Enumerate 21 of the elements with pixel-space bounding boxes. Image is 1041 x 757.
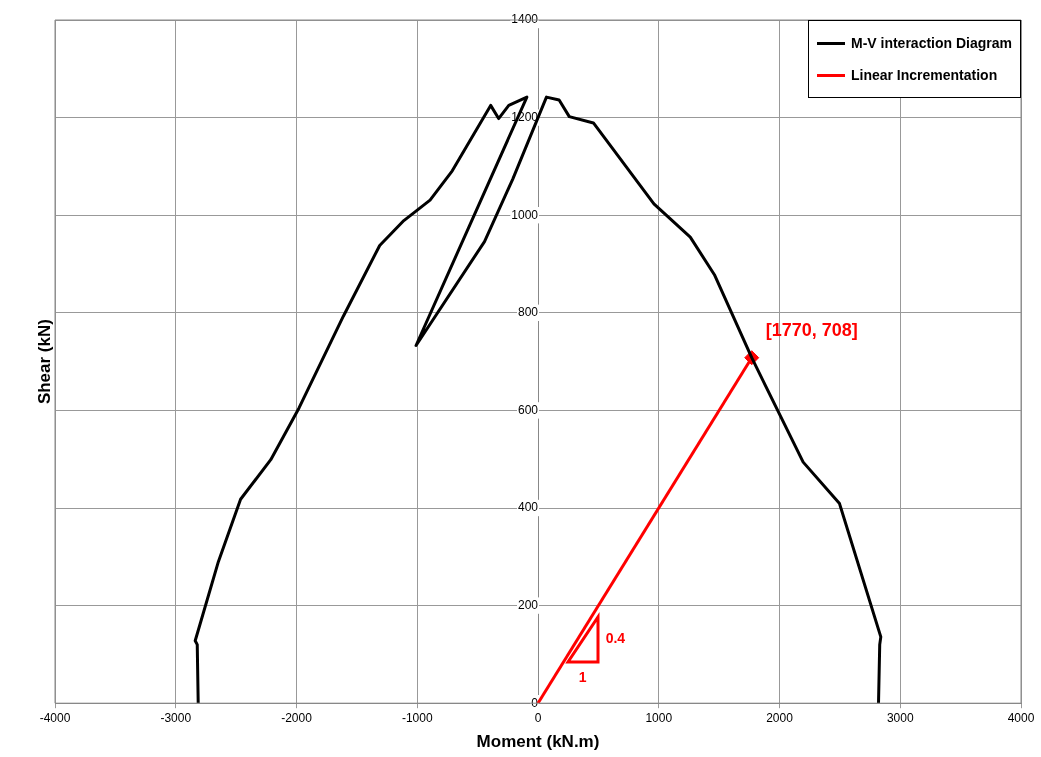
x-tick-label: -1000 bbox=[401, 710, 433, 725]
x-tick-label: 2000 bbox=[766, 710, 794, 725]
legend-label: Linear Incrementation bbox=[850, 67, 998, 83]
y-tick-label: 1000 bbox=[511, 207, 539, 222]
annotation: 1 bbox=[578, 668, 587, 685]
y-tick-label: 200 bbox=[517, 597, 539, 612]
x-tick-label: 3000 bbox=[886, 710, 914, 725]
y-tick-label: 600 bbox=[517, 402, 539, 417]
y-tick-label: 800 bbox=[517, 305, 539, 320]
x-axis-title: Moment (kN.m) bbox=[476, 732, 600, 752]
x-tick-label: 1000 bbox=[645, 710, 673, 725]
y-axis-title: Shear (kN) bbox=[34, 319, 54, 405]
annotation: 0.4 bbox=[605, 630, 626, 647]
y-tick-label: 400 bbox=[517, 500, 539, 515]
y-tick-label: 1400 bbox=[511, 12, 539, 27]
x-tick-label: -4000 bbox=[39, 710, 71, 725]
legend-label: M-V interaction Diagram bbox=[850, 35, 1012, 51]
x-tick-label: 4000 bbox=[1007, 710, 1035, 725]
x-tick-label: -2000 bbox=[281, 710, 313, 725]
annotation: [1770, 708] bbox=[765, 319, 858, 340]
x-tick-label: -3000 bbox=[160, 710, 192, 725]
